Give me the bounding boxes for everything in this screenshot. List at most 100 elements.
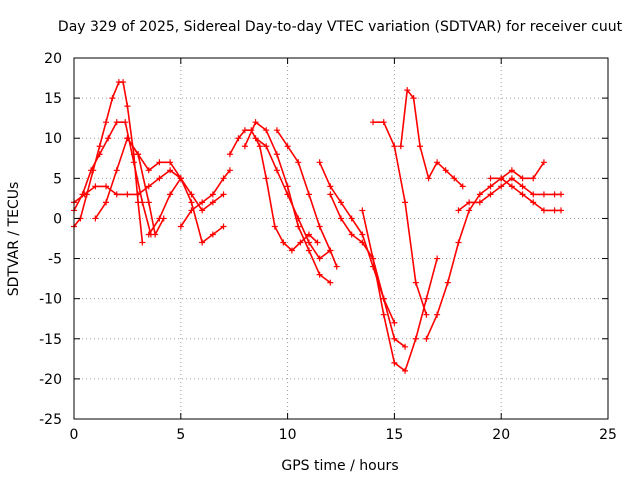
series-sat-p <box>397 87 466 190</box>
y-tick-label: -20 <box>39 372 62 388</box>
data-point <box>280 239 287 246</box>
data-point <box>530 175 537 182</box>
data-point <box>476 191 483 198</box>
data-point <box>444 279 451 286</box>
data-point <box>295 159 302 166</box>
data-point <box>397 143 404 150</box>
data-point <box>113 167 120 174</box>
data-point <box>156 215 163 222</box>
data-point <box>226 167 233 174</box>
data-point <box>333 263 340 270</box>
data-point <box>417 143 424 150</box>
data-point <box>487 183 494 190</box>
data-point <box>455 239 462 246</box>
data-point <box>220 175 227 182</box>
data-point <box>316 159 323 166</box>
data-point <box>498 175 505 182</box>
data-point <box>263 143 270 150</box>
x-tick-label: 0 <box>70 427 79 443</box>
x-tick-label: 25 <box>599 427 617 443</box>
data-point <box>113 119 120 126</box>
data-point <box>88 167 95 174</box>
series-sat-j <box>252 135 334 262</box>
series-sat-h <box>226 127 321 254</box>
data-point <box>139 199 146 206</box>
x-tick-label: 15 <box>385 427 403 443</box>
series-line <box>329 194 406 348</box>
data-point <box>425 175 432 182</box>
data-point <box>558 207 565 214</box>
data-point <box>434 255 441 262</box>
series-sat-q <box>423 159 547 342</box>
data-point <box>135 191 142 198</box>
data-point <box>558 191 565 198</box>
data-point <box>199 239 206 246</box>
data-point <box>105 135 112 142</box>
data-point <box>434 311 441 318</box>
data-point <box>167 191 174 198</box>
data-point <box>391 359 398 366</box>
data-point <box>402 343 409 350</box>
data-point <box>359 207 366 214</box>
data-point <box>199 207 206 214</box>
data-point <box>124 135 131 142</box>
series-line <box>73 121 152 235</box>
data-point <box>423 311 430 318</box>
data-point <box>434 159 441 166</box>
data-point <box>209 231 216 238</box>
data-point <box>404 87 411 94</box>
data-point <box>402 367 409 374</box>
data-point <box>327 247 334 254</box>
data-point <box>498 183 505 190</box>
series-sat-o <box>370 119 430 318</box>
data-point <box>348 231 355 238</box>
series-sat-k <box>273 127 340 270</box>
data-point <box>338 215 344 222</box>
data-point <box>271 223 278 230</box>
y-tick-label: 10 <box>44 131 62 147</box>
x-axis-label: GPS time / hours <box>281 458 398 474</box>
y-axis-label: SDTVAR / TECUs <box>6 182 22 297</box>
data-point <box>273 167 280 174</box>
data-point <box>124 191 131 198</box>
data-point <box>316 255 323 262</box>
y-tick-label: -15 <box>39 332 62 348</box>
data-point <box>530 191 537 198</box>
y-tick-label: -5 <box>48 252 62 268</box>
data-point <box>327 279 334 286</box>
y-tick-label: -10 <box>39 292 62 308</box>
data-point <box>476 199 483 206</box>
data-point <box>540 191 547 198</box>
data-point <box>466 207 473 214</box>
data-point <box>284 143 291 150</box>
data-point <box>466 199 473 206</box>
data-point <box>199 199 206 206</box>
data-point <box>314 239 321 246</box>
data-point <box>288 247 295 254</box>
data-point <box>305 191 312 198</box>
data-point <box>188 199 195 206</box>
data-point <box>188 191 195 198</box>
data-point <box>295 223 302 230</box>
data-point <box>256 143 263 150</box>
data-point <box>235 135 242 142</box>
data-point <box>348 215 355 222</box>
series-sat-m <box>327 191 409 350</box>
series-sat-f <box>145 175 227 238</box>
x-tick-label: 10 <box>279 427 297 443</box>
series-sat-r <box>455 175 565 214</box>
data-point <box>167 159 174 166</box>
series-sat-s <box>487 175 565 214</box>
data-point <box>380 295 387 302</box>
data-point <box>273 151 280 158</box>
data-point <box>551 191 558 198</box>
data-point <box>391 335 398 342</box>
data-point <box>551 207 558 214</box>
data-point <box>402 199 409 206</box>
data-point <box>130 159 137 166</box>
data-point <box>359 231 366 238</box>
data-point <box>156 159 163 166</box>
data-point <box>519 191 526 198</box>
data-point <box>519 175 526 182</box>
x-tick-label: 20 <box>492 427 510 443</box>
